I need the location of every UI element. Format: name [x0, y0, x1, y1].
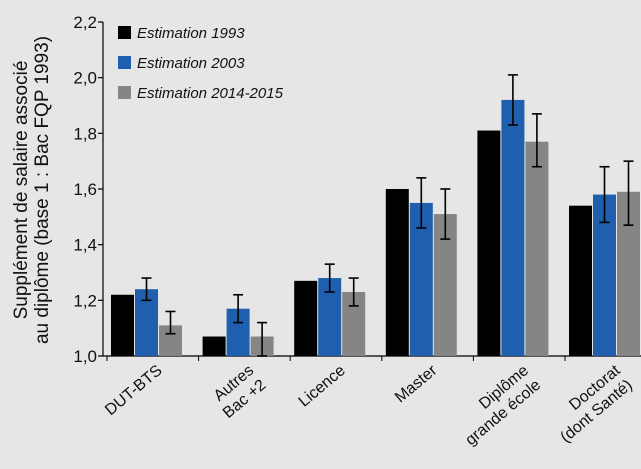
x-tick-label: Licence — [296, 362, 349, 411]
x-tick-label: DUT-BTS — [102, 362, 165, 419]
legend-swatch — [118, 26, 131, 39]
bar — [294, 280, 318, 356]
y-tick-label: 1,2 — [73, 291, 97, 310]
x-tick-label: Master — [392, 362, 441, 407]
legend: Estimation 1993 Estimation 2003 Estimation… — [118, 25, 284, 102]
legend-swatch — [118, 56, 131, 69]
bar — [202, 336, 226, 356]
y-axis-label-line-1: Supplément de salaire associé — [11, 61, 32, 320]
y-tick-label: 1,4 — [73, 236, 97, 255]
y-tick-label: 1,0 — [73, 347, 97, 366]
x-tick-label: Diplômegrande école — [450, 362, 544, 449]
error-bar-group — [141, 74, 634, 357]
bar — [569, 205, 592, 356]
bar — [409, 202, 433, 356]
y-tick-label: 2,2 — [73, 13, 97, 32]
bar — [525, 141, 549, 356]
bar — [593, 194, 616, 356]
bar — [318, 278, 342, 356]
x-tick-label-line: DUT-BTS — [102, 362, 165, 419]
bar — [477, 130, 501, 356]
bar — [111, 294, 134, 356]
legend-swatch — [118, 86, 131, 99]
bar — [226, 308, 250, 356]
y-axis-label-line-2: au diplôme (base 1 : Bac FQP 1993) — [32, 36, 53, 344]
y-tick-label: 1,8 — [73, 124, 97, 143]
bar — [342, 291, 366, 356]
x-tick-label-line: Master — [392, 362, 441, 407]
legend-label: Estimation 2003 — [137, 55, 245, 72]
bar — [159, 325, 182, 356]
bar — [501, 99, 525, 356]
x-tick-label: AutresBac +2 — [208, 362, 270, 422]
bar — [385, 189, 409, 356]
bar-series-group — [111, 99, 640, 356]
x-tick-label-line: Licence — [296, 362, 349, 411]
y-tick-label: 1,6 — [73, 180, 97, 199]
y-tick-label: 2,0 — [73, 69, 97, 88]
bar — [135, 289, 158, 356]
y-axis: 1,0 1,2 1,4 1,6 1,8 2,0 2,2 — [73, 13, 104, 366]
y-axis-label: Supplément de salaire associé au diplôme… — [11, 36, 53, 344]
legend-label: Estimation 2014-2015 — [137, 85, 284, 102]
bar — [433, 214, 457, 356]
bar — [617, 191, 640, 356]
x-axis: DUT-BTS AutresBac +2 Licence Master Diplômeg… — [102, 355, 641, 449]
x-tick-label: Doctorat(dont Santé) — [545, 362, 636, 447]
legend-label: Estimation 1993 — [137, 25, 245, 42]
